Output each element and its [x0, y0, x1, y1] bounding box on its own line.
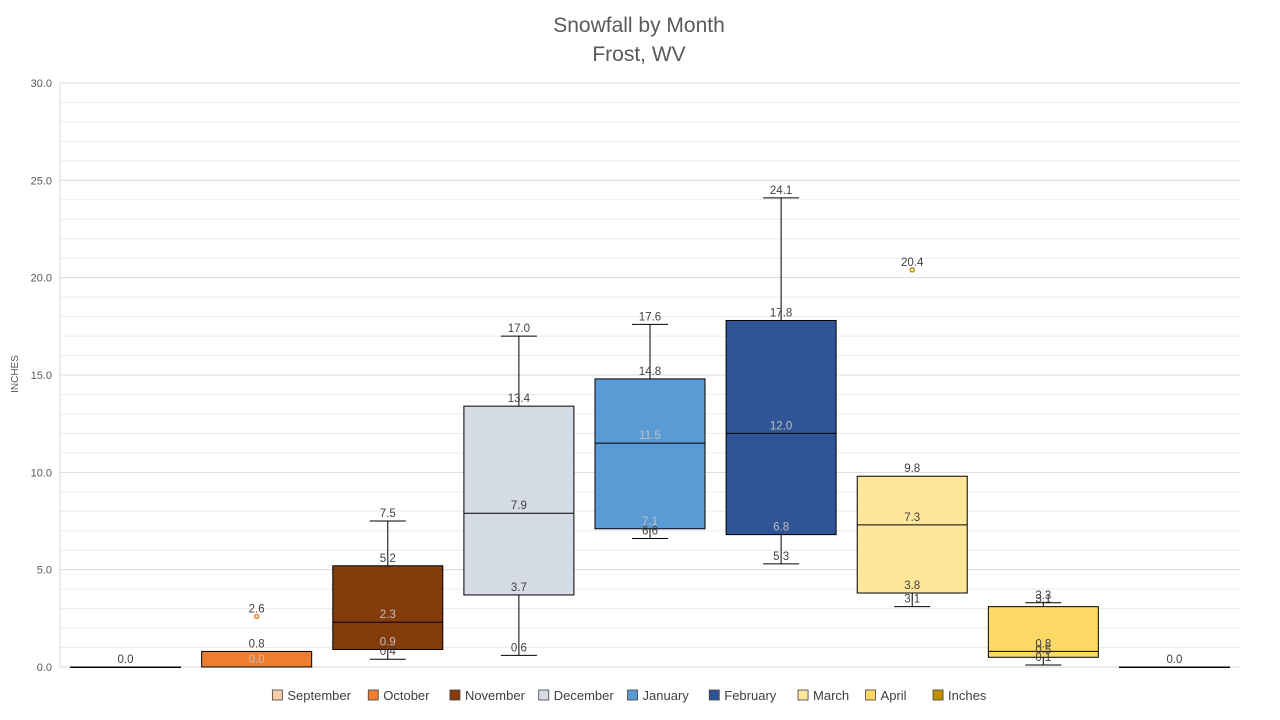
- data-label: 7.9: [511, 500, 527, 512]
- y-tick-label: 0.0: [37, 662, 52, 674]
- legend-swatch: [449, 689, 461, 701]
- data-label: 0.5: [1035, 644, 1051, 656]
- data-label: 17.8: [770, 307, 792, 319]
- data-label: 0.8: [249, 638, 265, 650]
- box-rect: [463, 405, 575, 596]
- legend-item: Inches: [932, 688, 987, 703]
- data-label: 0.1: [1035, 652, 1051, 664]
- data-label: 3.1: [904, 594, 920, 606]
- legend-label: November: [465, 688, 526, 703]
- legend-item: February: [708, 688, 777, 703]
- box-september: 0.0: [70, 654, 182, 668]
- chart-subtitle: Frost, WV: [592, 43, 685, 66]
- data-label: 17.0: [508, 323, 530, 335]
- legend-label: Inches: [948, 688, 987, 703]
- box-rect: [725, 319, 837, 536]
- data-label: 0.0: [118, 654, 134, 666]
- legend-item: September: [271, 688, 352, 703]
- legend-swatch: [367, 689, 379, 701]
- legend-swatch: [865, 689, 876, 701]
- data-label: 0.6: [511, 642, 527, 654]
- data-label: 3.1: [1035, 594, 1051, 606]
- legend-item: December: [538, 688, 615, 703]
- data-label: 7.1: [642, 516, 658, 528]
- data-label: 5.2: [380, 553, 396, 565]
- data-label: 0.4: [380, 646, 397, 658]
- box-october: 2.6 0.8 0.0: [201, 603, 313, 668]
- legend-swatch: [708, 689, 720, 701]
- y-axis-ticks: 0.0 5.0 10.0 15.0 20.0 25.0 30.0: [31, 78, 52, 674]
- data-label: 3.7: [511, 582, 527, 594]
- y-tick-label: 20.0: [31, 273, 52, 285]
- data-label: 5.3: [773, 551, 789, 563]
- data-label: 3.3: [1035, 590, 1051, 602]
- legend-swatch: [271, 689, 283, 701]
- boxes: 0.0 2.6 0.8 0.0 7.5 5.2 2.3 0.90.4 17.0 13.4 7.9 3.…: [70, 185, 1230, 668]
- legend-label: February: [724, 688, 777, 703]
- box-january: 17.6 14.8 11.5 7.16.6: [594, 311, 706, 540]
- data-label: 0.0: [1166, 654, 1182, 666]
- y-tick-label: 10.0: [31, 467, 52, 479]
- legend-label: October: [383, 688, 430, 703]
- box-december: 17.0 13.4 7.9 3.7 0.6: [463, 323, 575, 656]
- data-label: 2.3: [380, 609, 396, 621]
- chart-title: Snowfall by Month: [553, 14, 725, 37]
- legend-label: September: [287, 688, 351, 703]
- y-tick-label: 25.0: [31, 175, 52, 187]
- box-inches: 0.0: [1118, 654, 1230, 668]
- legend-item: March: [797, 688, 849, 703]
- box-rect: [856, 475, 968, 594]
- legend-swatch: [932, 689, 944, 701]
- data-label: 2.6: [249, 603, 265, 615]
- legend-item: November: [449, 688, 526, 703]
- data-label: 0.9: [380, 636, 396, 648]
- data-label: 20.4: [901, 257, 924, 269]
- legend: September October November December January F…: [271, 688, 987, 703]
- box-february: 24.1 17.8 12.0 6.8 5.3: [725, 185, 837, 565]
- data-label: 24.1: [770, 185, 792, 197]
- data-label: 12.0: [770, 420, 792, 432]
- data-label: 3.8: [904, 580, 920, 592]
- outlier-point: [909, 267, 915, 273]
- box-november: 7.5 5.2 2.3 0.90.4: [332, 508, 444, 660]
- legend-item: April: [865, 688, 907, 703]
- data-label: 6.8: [773, 522, 789, 534]
- legend-item: January: [627, 688, 690, 703]
- box-rect: [987, 606, 1099, 658]
- data-label: 11.5: [639, 430, 661, 442]
- data-label: 6.6: [642, 526, 658, 538]
- y-tick-label: 5.0: [37, 565, 52, 577]
- data-label: 14.8: [639, 366, 661, 378]
- y-axis-label: INCHES: [10, 355, 21, 393]
- legend-swatch: [538, 689, 550, 701]
- legend-item: October: [367, 688, 430, 703]
- legend-label: January: [643, 688, 690, 703]
- data-label: 7.3: [904, 512, 920, 524]
- legend-label: April: [881, 688, 907, 703]
- box-rect: [594, 378, 706, 530]
- outlier-point: [253, 613, 260, 620]
- data-label: 0.8: [1035, 638, 1051, 650]
- data-label: 17.6: [639, 311, 661, 323]
- box-april: 3.33.1 0.80.50.1: [987, 590, 1099, 666]
- box-march: 20.4 9.8 7.3 3.8 3.1: [856, 257, 968, 608]
- y-tick-label: 30.0: [31, 78, 52, 90]
- legend-swatch: [797, 689, 809, 701]
- data-label: 0.0: [249, 654, 265, 666]
- data-label: 9.8: [904, 463, 920, 475]
- data-label: 7.5: [380, 508, 396, 520]
- y-tick-label: 15.0: [31, 370, 52, 382]
- legend-swatch: [627, 689, 638, 701]
- legend-label: December: [554, 688, 615, 703]
- box-rect: [332, 565, 444, 650]
- legend-label: March: [813, 688, 849, 703]
- data-label: 13.4: [508, 393, 531, 405]
